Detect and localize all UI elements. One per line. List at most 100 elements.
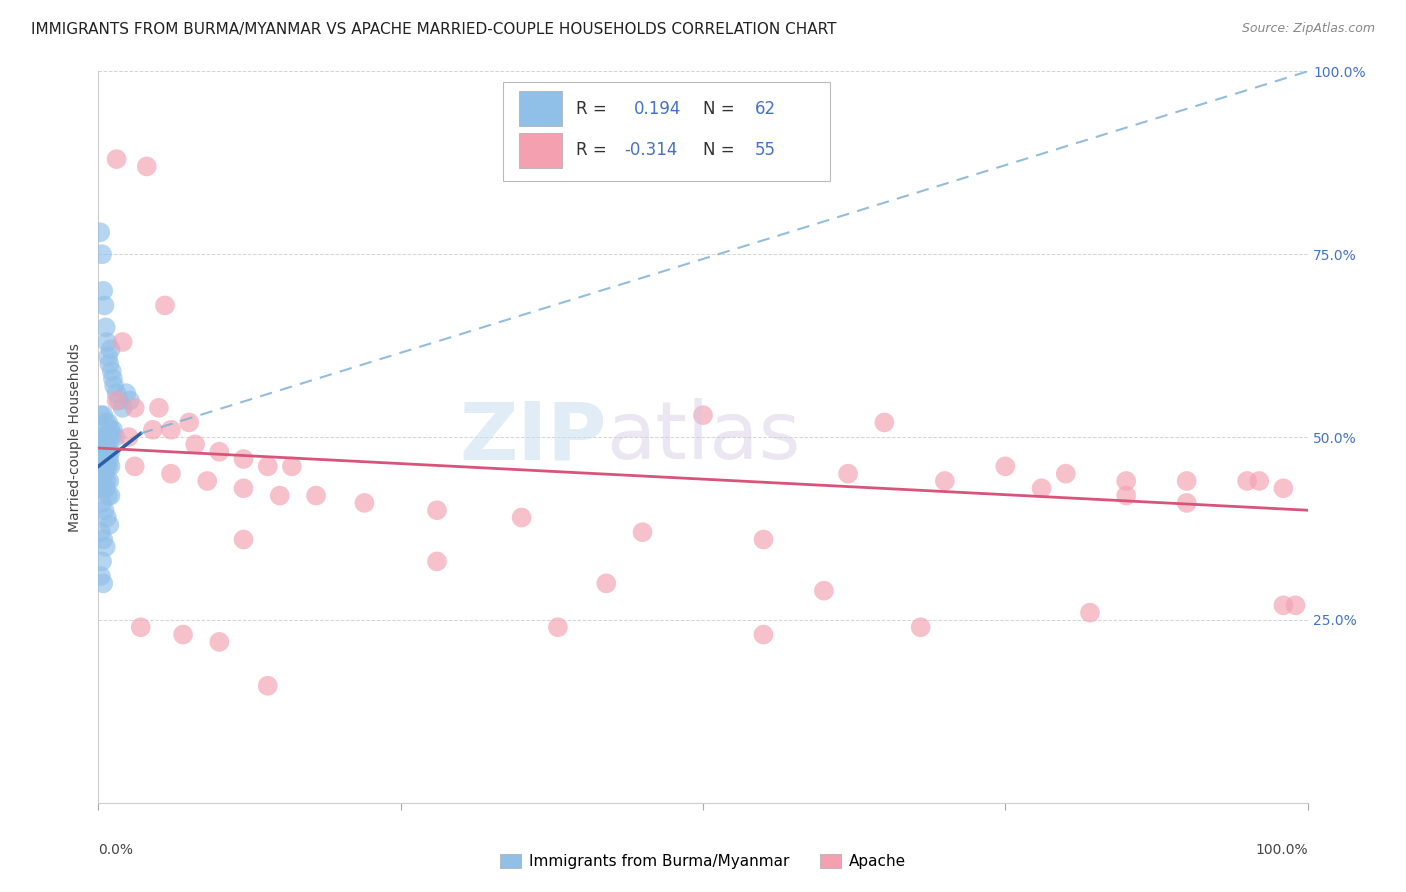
Point [98, 357, 121, 371]
Point [129, 620, 152, 634]
Text: R =: R = [576, 100, 612, 118]
Point [1249, 474, 1271, 488]
Text: N =: N = [703, 100, 740, 118]
Point [195, 474, 218, 488]
Point [91, 408, 114, 422]
Point [96, 452, 118, 467]
Point [94, 444, 117, 458]
Text: R =: R = [576, 141, 612, 160]
Point [426, 503, 449, 517]
Text: Source: ZipAtlas.com: Source: ZipAtlas.com [1241, 22, 1375, 36]
Point [426, 554, 449, 568]
Point [692, 408, 714, 422]
Point [94, 416, 117, 430]
Point [256, 679, 278, 693]
Point [160, 467, 183, 481]
Point [97, 459, 120, 474]
Point [98, 474, 121, 488]
Point [90, 481, 112, 495]
Point [1115, 474, 1137, 488]
FancyBboxPatch shape [503, 82, 830, 181]
Point [90, 525, 112, 540]
Point [124, 401, 146, 415]
Point [105, 386, 128, 401]
Point [910, 620, 932, 634]
Text: 0.0%: 0.0% [98, 843, 134, 857]
Point [595, 576, 617, 591]
Point [91, 284, 114, 298]
Point [104, 430, 127, 444]
Point [91, 481, 114, 495]
Point [232, 481, 254, 495]
Legend: Immigrants from Burma/Myanmar, Apache: Immigrants from Burma/Myanmar, Apache [494, 847, 912, 875]
Point [90, 569, 112, 583]
Point [111, 401, 134, 415]
Point [100, 489, 122, 503]
Point [100, 444, 122, 458]
Point [1115, 489, 1137, 503]
Point [101, 423, 124, 437]
Point [93, 452, 115, 467]
FancyBboxPatch shape [519, 91, 561, 127]
Point [98, 452, 121, 467]
Point [96, 430, 118, 444]
Point [1031, 481, 1053, 495]
Point [160, 423, 183, 437]
Point [97, 416, 120, 430]
Point [1054, 467, 1077, 481]
Text: IMMIGRANTS FROM BURMA/MYANMAR VS APACHE MARRIED-COUPLE HOUSEHOLDS CORRELATION CH: IMMIGRANTS FROM BURMA/MYANMAR VS APACHE … [31, 22, 837, 37]
Point [934, 474, 956, 488]
Point [97, 489, 120, 503]
Text: 100.0%: 100.0% [1256, 843, 1308, 857]
Point [256, 459, 278, 474]
Point [108, 393, 131, 408]
Point [93, 503, 115, 517]
Point [94, 540, 117, 554]
Point [105, 393, 128, 408]
Point [91, 496, 114, 510]
Point [510, 510, 533, 524]
Point [100, 423, 122, 437]
Point [91, 437, 114, 451]
Text: 0.194: 0.194 [634, 100, 682, 118]
Point [98, 517, 121, 532]
Point [1272, 599, 1295, 613]
Point [91, 533, 114, 547]
Point [631, 525, 654, 540]
Point [269, 489, 291, 503]
Point [96, 334, 118, 349]
Point [118, 430, 141, 444]
Point [142, 423, 165, 437]
Point [90, 408, 112, 422]
Point [96, 474, 118, 488]
Point [98, 430, 121, 444]
Point [100, 343, 122, 357]
Point [100, 430, 122, 444]
Point [305, 489, 328, 503]
Point [135, 160, 157, 174]
Point [232, 533, 254, 547]
Point [1236, 474, 1258, 488]
Point [100, 459, 122, 474]
Point [100, 364, 122, 378]
Point [208, 444, 231, 458]
Point [94, 459, 117, 474]
Text: 55: 55 [755, 141, 776, 160]
Point [91, 467, 114, 481]
Point [752, 627, 775, 641]
Point [1284, 599, 1306, 613]
Point [97, 350, 120, 364]
Point [91, 452, 114, 467]
Text: -0.314: -0.314 [624, 141, 678, 160]
Point [994, 459, 1017, 474]
Point [179, 416, 201, 430]
Point [103, 379, 125, 393]
Point [105, 152, 128, 166]
Point [91, 554, 114, 568]
Point [1272, 481, 1295, 495]
Point [353, 496, 375, 510]
Text: atlas: atlas [606, 398, 800, 476]
Point [208, 635, 231, 649]
Point [115, 386, 138, 401]
Point [184, 437, 207, 451]
